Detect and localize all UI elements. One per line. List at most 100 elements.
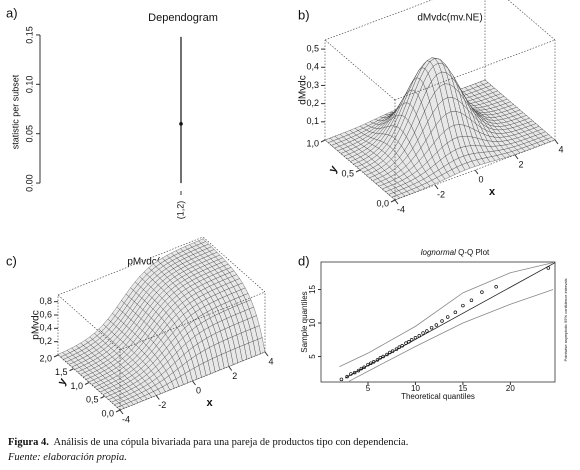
- sample-point: [385, 352, 389, 357]
- panel-label: c): [6, 253, 17, 268]
- sample-point: [390, 349, 395, 353]
- x-tick-label: 2: [232, 371, 237, 381]
- y-tick: [355, 169, 361, 173]
- y-axis-label: Sample quantiles: [300, 291, 309, 352]
- caption-text: Análisis de una cópula bivariada para un…: [53, 437, 409, 448]
- sample-point: [407, 340, 411, 344]
- x-tick: [394, 199, 399, 205]
- x-tick-label: 2: [518, 159, 523, 169]
- y-tick-label: 0,0: [101, 408, 114, 418]
- x-tick-label: -4: [122, 414, 130, 424]
- sample-point: [445, 315, 450, 319]
- x-tick-label: 20: [506, 384, 515, 393]
- sample-point: [429, 325, 434, 330]
- x-axis-label: x: [207, 397, 214, 409]
- y-tick-label: 15: [308, 284, 317, 293]
- z-tick-label: 0,4: [306, 62, 319, 72]
- z-tick-label: 0,5: [306, 43, 319, 53]
- chart-title: lognormal Q-Q Plot: [421, 248, 490, 257]
- caption-source: Fuente: elaboración propia.: [8, 452, 127, 463]
- sample-point: [375, 358, 380, 362]
- title-emphasis: lognormal: [421, 248, 456, 257]
- chart-title: dMvdc(mv.NE): [417, 13, 482, 24]
- x-tick-label: 15: [458, 384, 467, 393]
- sample-point: [400, 344, 404, 348]
- sample-point: [349, 372, 353, 376]
- x-axis-label: Theoretical quantiles: [401, 392, 475, 401]
- x-tick-label: -2: [158, 400, 166, 410]
- box-edge: [394, 39, 556, 101]
- panel-label: d): [298, 253, 310, 268]
- y-axis-label: y: [327, 163, 341, 175]
- caption: Figura 4. Análisis de una cópula bivaria…: [8, 437, 408, 448]
- sample-point: [440, 319, 444, 323]
- plot-frame: [320, 261, 556, 383]
- y-tick: [53, 354, 59, 358]
- caption-label: Figura 4.: [8, 437, 49, 448]
- box-edge: [57, 236, 204, 296]
- sample-point: [461, 303, 465, 308]
- z-axis-label: pMvdc: [31, 310, 42, 339]
- x-tick: [554, 139, 559, 145]
- side-note: Pointwise asymptotic 95% confidence inte…: [563, 279, 568, 362]
- sample-point: [356, 368, 361, 373]
- y-tick-label: 10: [308, 318, 317, 327]
- sample-point: [378, 356, 383, 360]
- figure: a) Dependogram statistic per subset b) d…: [6, 0, 568, 424]
- x-tick-label: -4: [397, 204, 405, 214]
- sample-point: [434, 323, 439, 327]
- panel-label: a): [6, 5, 18, 20]
- y-tick-label: 2,0: [39, 353, 52, 363]
- y-tick-label: 0.05: [24, 125, 34, 143]
- x-tick: [155, 395, 160, 400]
- x-tick-label: (1,2): [175, 201, 185, 220]
- y-tick: [69, 368, 74, 372]
- x-tick: [434, 184, 439, 190]
- sample-point: [388, 350, 392, 355]
- sample-point: [381, 354, 385, 359]
- sample-point: [453, 310, 458, 315]
- x-tick: [228, 366, 233, 371]
- sample-point: [480, 290, 484, 294]
- sample-point: [425, 329, 429, 333]
- y-tick-label: 5: [308, 354, 317, 359]
- y-tick-label: 1,0: [306, 138, 319, 148]
- y-tick: [115, 409, 121, 413]
- statistic-point: [179, 122, 183, 126]
- x-tick-label: -2: [437, 189, 445, 199]
- box-edge: [324, 0, 433, 41]
- z-tick-label: 0,2: [39, 336, 52, 346]
- sample-point: [494, 285, 498, 289]
- sample-point: [352, 370, 357, 375]
- y-tick-label: 0,5: [341, 168, 354, 178]
- y-axis-label: statistic per subset: [10, 74, 20, 149]
- sample-point: [339, 377, 344, 382]
- sample-point: [362, 365, 366, 370]
- x-tick: [514, 154, 519, 160]
- x-tick-label: 4: [268, 356, 273, 366]
- x-tick: [474, 169, 479, 175]
- z-tick-label: 0,3: [306, 80, 319, 90]
- title-text: Q-Q Plot: [458, 248, 490, 257]
- sample-point: [345, 374, 349, 379]
- y-axis-label: y: [56, 375, 70, 387]
- sample-point: [369, 361, 373, 365]
- y-tick-label: 0,0: [376, 198, 389, 208]
- sample-point: [546, 266, 551, 270]
- y-tick-label: 1,5: [55, 367, 68, 377]
- x-tick: [119, 409, 124, 415]
- y-tick-label: 1,0: [70, 381, 83, 391]
- z-tick-label: 0,2: [306, 98, 319, 108]
- y-tick-label: 0.10: [24, 76, 34, 94]
- y-tick: [320, 139, 326, 143]
- sample-point: [359, 366, 364, 371]
- x-tick-label: 0: [478, 174, 483, 184]
- x-tick-label: 5: [366, 384, 371, 393]
- x-tick-label: 10: [411, 384, 420, 393]
- y-tick: [390, 199, 396, 203]
- sample-point: [371, 360, 376, 364]
- sample-point: [397, 345, 402, 349]
- z-tick-label: 0,6: [39, 309, 52, 319]
- z-tick-label: 0,8: [39, 296, 52, 306]
